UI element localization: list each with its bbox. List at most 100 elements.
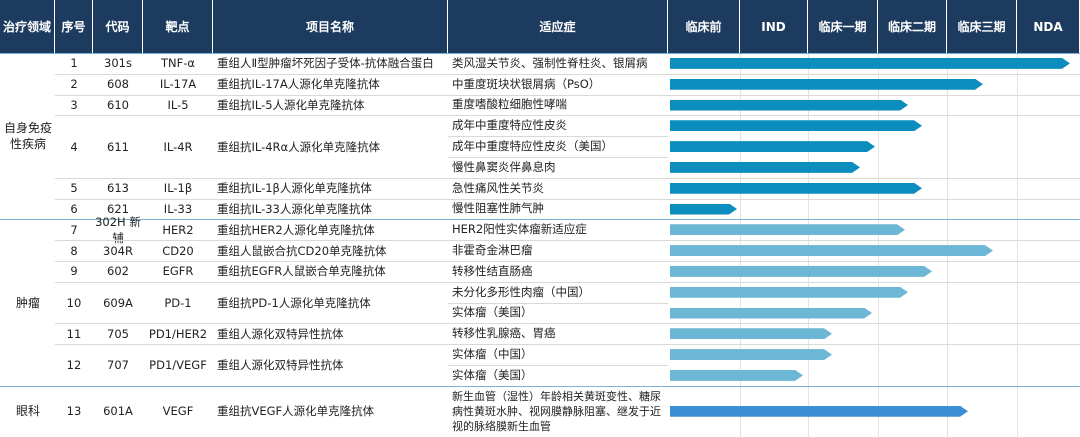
indication: 未分化多形性肉瘤（中国）: [452, 284, 590, 299]
progress-arrow: [670, 349, 832, 360]
header-cell: 代码: [93, 0, 143, 53]
cell: CD20: [162, 243, 194, 258]
indication: 慢性阻塞性肺气肿: [452, 201, 544, 216]
cell: 610: [107, 97, 129, 112]
cell: 5: [70, 181, 78, 196]
cell: PD1/HER2: [148, 326, 208, 341]
cell: 302H 新辅: [95, 214, 141, 245]
progress-arrow: [670, 406, 968, 417]
progress-arrow: [670, 120, 922, 131]
indication: 慢性鼻窦炎伴鼻息肉: [452, 159, 556, 174]
cell: 609A: [103, 295, 133, 310]
cell: 11: [66, 326, 82, 341]
indication: 实体瘤（中国）: [452, 347, 533, 362]
indication: 急性痛风性关节炎: [452, 180, 544, 195]
cell: 重组人源化双特异性抗体: [217, 326, 344, 341]
cell: IL-17A: [159, 77, 197, 92]
sub-line: [448, 157, 668, 158]
cell: 707: [107, 357, 129, 372]
header-cell: 临床一期: [808, 0, 878, 53]
row-line: [55, 94, 1080, 96]
cell: PD1/VEGF: [149, 357, 207, 372]
cell: PD-1: [164, 295, 192, 310]
cell: IL-5: [167, 97, 189, 112]
cell: 9: [70, 264, 78, 279]
progress-arrow: [670, 224, 905, 235]
cell: HER2: [162, 222, 194, 237]
grid-line: [740, 53, 741, 437]
indication: 成年中重度特应性皮炎（美国）: [452, 139, 613, 154]
progress-arrow: [670, 79, 983, 90]
cell: 3: [70, 97, 78, 112]
cell: 重组人Ⅱ型肿瘤坏死因子受体-抗体融合蛋白: [217, 56, 434, 71]
cell: 602: [107, 264, 129, 279]
header-cell: 临床二期: [878, 0, 947, 53]
cell: 重组抗PD-1人源化单克隆抗体: [217, 295, 371, 310]
grid-line: [1017, 53, 1018, 437]
indication: 类风湿关节炎、强制性脊柱炎、银屑病: [452, 55, 648, 70]
progress-arrow: [670, 204, 737, 215]
cell: 7: [70, 222, 78, 237]
cell: 611: [107, 139, 129, 154]
cell: IL-1β: [163, 181, 193, 196]
cell: VEGF: [162, 404, 194, 419]
cell: 重组人源化双特异性抗体: [217, 357, 344, 372]
cell: 重组抗EGFR人鼠嵌合单克隆抗体: [217, 264, 386, 279]
indication: 重度嗜酸粒细胞性哮喘: [452, 97, 567, 112]
area: 肿瘤: [15, 295, 40, 310]
row-line: [55, 177, 1080, 179]
header-cell: 靶点: [143, 0, 213, 53]
cell: TNF-α: [161, 56, 195, 71]
progress-arrow: [670, 328, 832, 339]
header-cell: IND: [740, 0, 808, 53]
cell: 8: [70, 243, 78, 258]
indication: 转移性乳腺癌、胃癌: [452, 326, 556, 341]
cell: 13: [66, 404, 82, 419]
row-line: [55, 344, 1080, 346]
cell: 621: [107, 201, 129, 216]
indication: 实体瘤（美国）: [452, 367, 533, 382]
area: 自身免疫性疾病: [3, 121, 52, 152]
row-line: [55, 240, 1080, 242]
area: 眼科: [15, 404, 40, 419]
row-line: [55, 115, 1080, 117]
cell: 304R: [103, 243, 133, 258]
cell: 705: [107, 326, 129, 341]
cell: EGFR: [162, 264, 194, 279]
cell: 重组抗VEGF人源化单克隆抗体: [217, 404, 375, 419]
grid-line: [947, 53, 948, 437]
cell: 重组抗HER2人源化单克隆抗体: [217, 222, 375, 237]
cell: 重组抗IL-33人源化单克隆抗体: [217, 201, 372, 216]
progress-arrow: [670, 58, 1070, 69]
cell: 301s: [104, 56, 132, 71]
grid-line: [808, 53, 809, 437]
indication: 实体瘤（美国）: [452, 305, 533, 320]
header-cell: 序号: [55, 0, 93, 53]
cell: IL-33: [163, 201, 193, 216]
indication: 非霍奇金淋巴瘤: [452, 243, 533, 258]
row-line: [55, 73, 1080, 75]
indication: 中重度斑块状银屑病（PsO）: [452, 76, 601, 91]
indication: 新生血管（湿性）年龄相关黄斑变性、糖尿病性黄斑水肿、视网膜静脉阻塞、继发于近视的…: [452, 389, 661, 433]
header-cell: 临床三期: [947, 0, 1017, 53]
progress-arrow: [670, 162, 860, 173]
header-cell: 项目名称: [213, 0, 448, 53]
cell: 重组抗IL-17A人源化单克隆抗体: [217, 77, 380, 92]
row-line: [55, 261, 1080, 262]
cell: 613: [107, 181, 129, 196]
cell: IL-4R: [163, 139, 193, 154]
header-cell: 治疗领域: [0, 0, 55, 53]
row-line: [55, 198, 1080, 200]
group-line: [0, 53, 1080, 54]
progress-arrow: [670, 100, 908, 111]
progress-arrow: [670, 141, 875, 152]
header-cell: NDA: [1017, 0, 1080, 53]
cell: 6: [70, 201, 78, 216]
cell: 608: [107, 77, 129, 92]
cell: 601A: [103, 404, 133, 419]
group-line: [0, 385, 1080, 387]
progress-arrow: [670, 308, 872, 319]
cell: 10: [66, 295, 82, 310]
sub-line: [448, 136, 668, 138]
row-line: [55, 281, 1080, 283]
